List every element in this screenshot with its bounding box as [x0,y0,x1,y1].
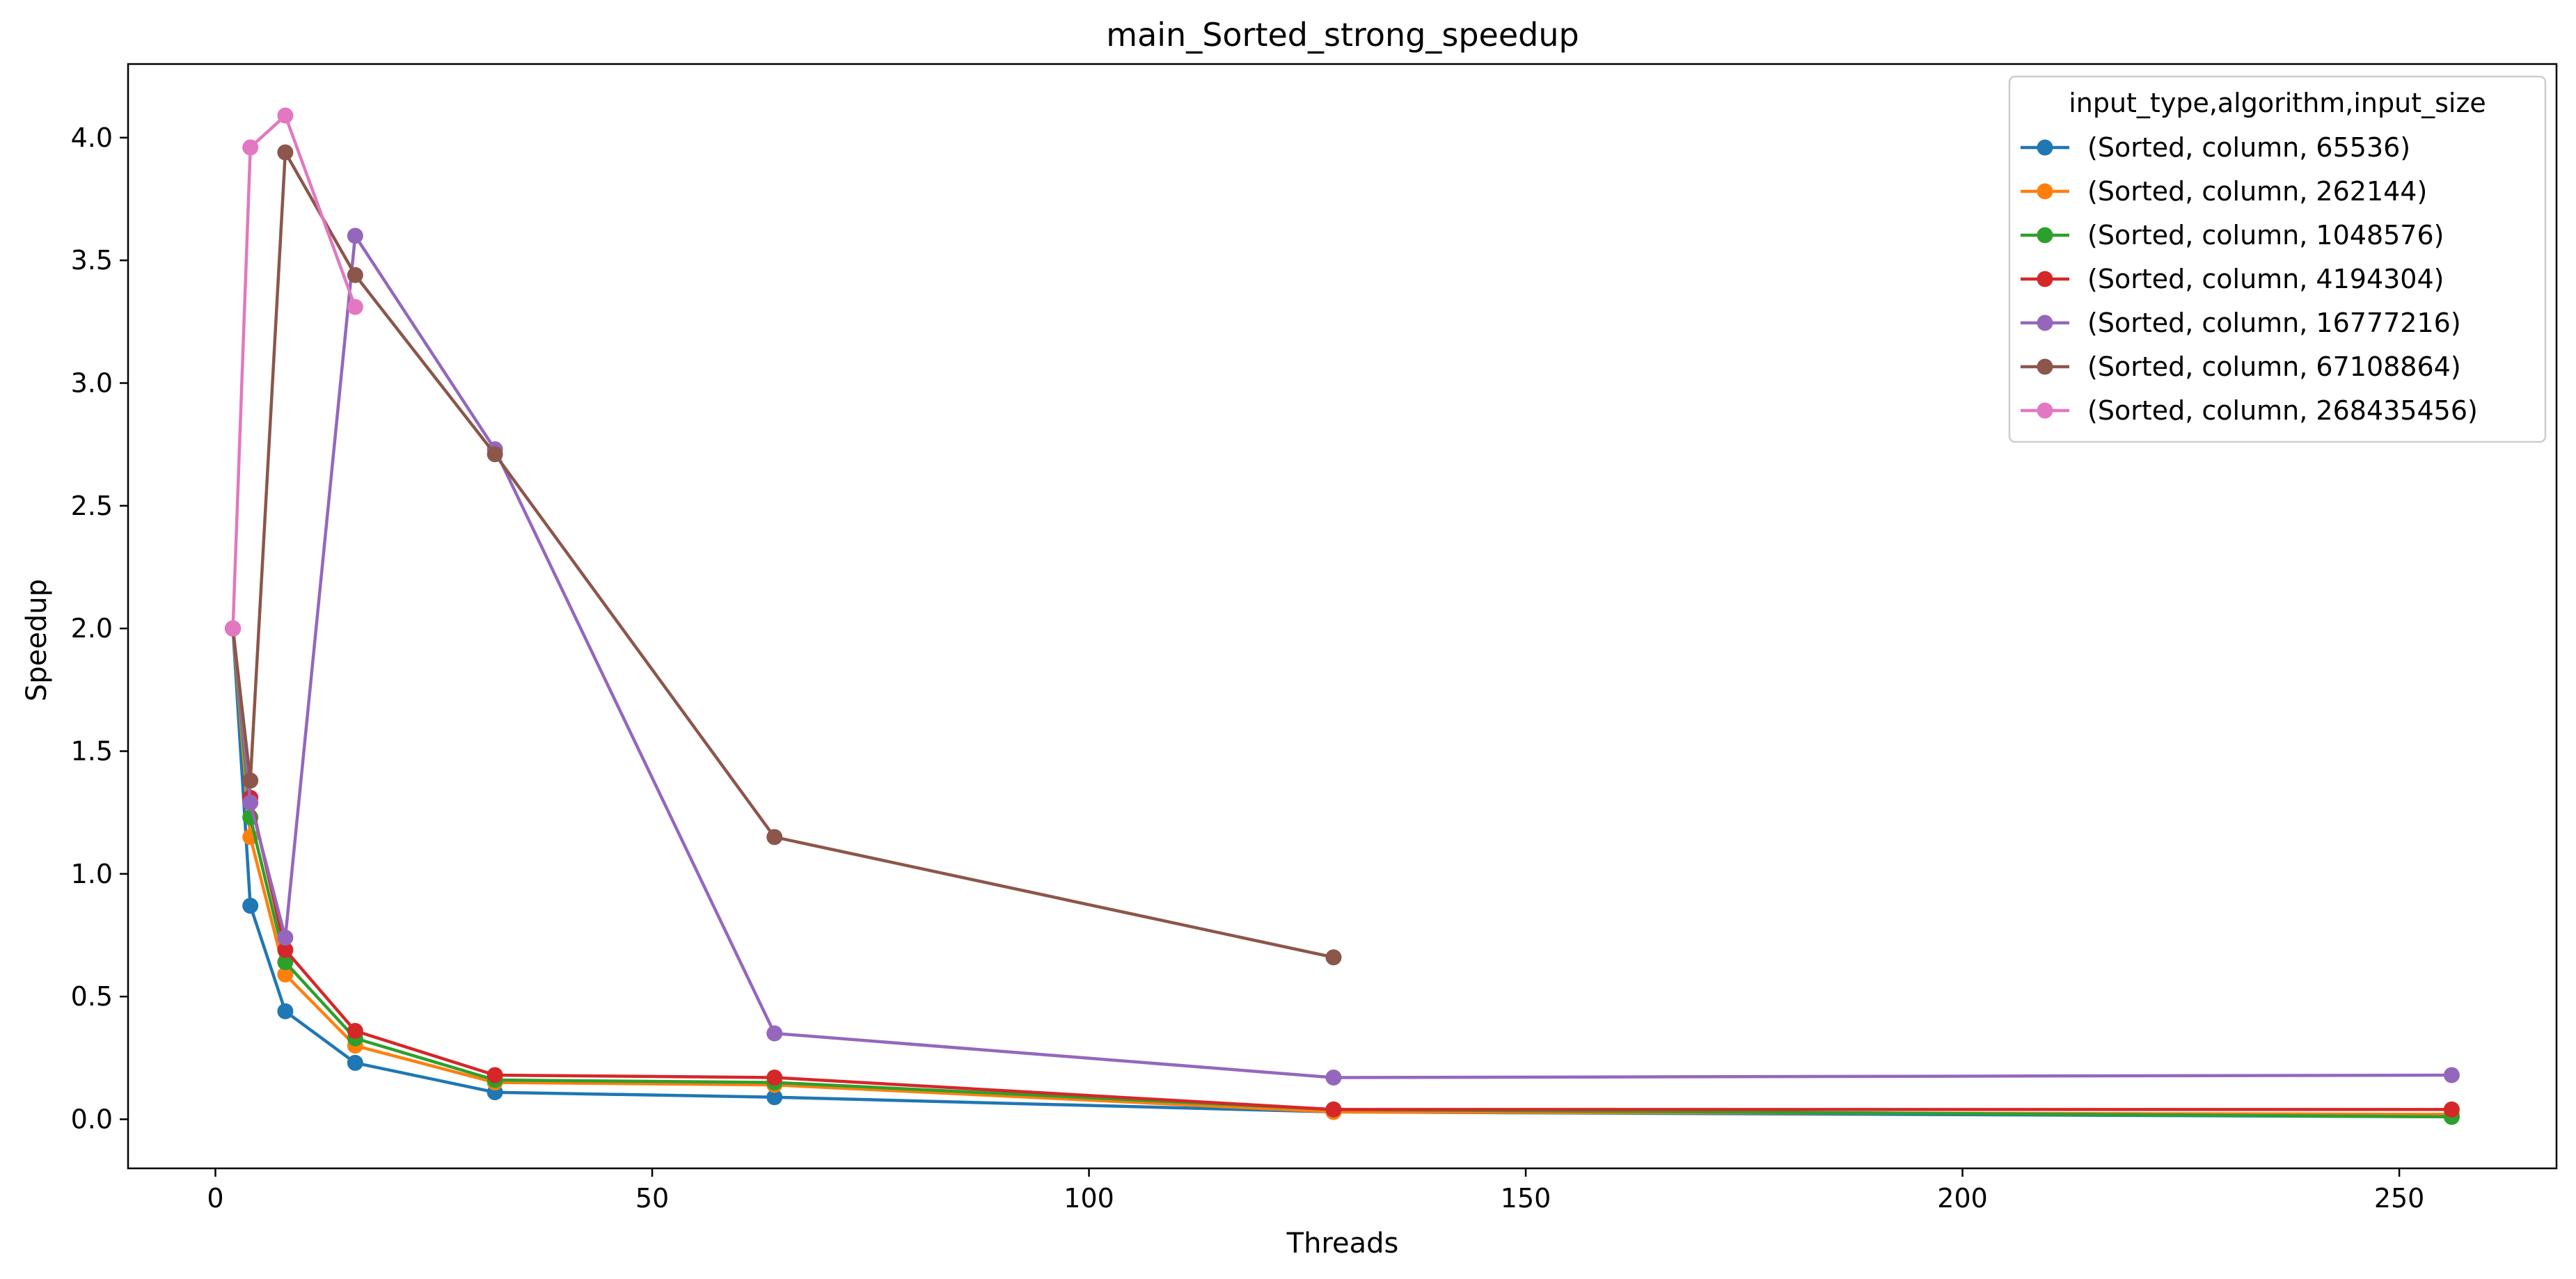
legend-swatch-marker [2037,184,2053,200]
legend-label: (Sorted, column, 65536) [2087,132,2410,163]
data-point [766,829,782,845]
x-tick-label: 100 [1064,1183,1114,1214]
series-line [233,628,2452,1109]
data-point [1325,1070,1341,1086]
legend-swatch-marker [2037,228,2053,244]
x-axis-label: Threads [1286,1228,1399,1260]
legend-label: (Sorted, column, 16777216) [2087,308,2461,338]
legend-swatch-marker [2037,271,2053,287]
data-point [2444,1102,2460,1118]
series-2 [225,621,2460,1122]
data-point [1325,949,1341,965]
data-point [225,621,241,637]
data-point [347,299,363,315]
data-point [487,446,503,462]
x-tick-label: 200 [1937,1183,1988,1214]
data-point [766,1026,782,1042]
legend-swatch-marker [2037,403,2053,419]
y-axis-label: Speedup [21,579,53,701]
data-point [242,772,258,788]
y-tick-label: 1.0 [71,859,113,889]
y-tick-label: 1.5 [71,736,113,766]
legend: input_type,algorithm,input_size (Sorted, … [2009,77,2545,442]
data-point [2444,1067,2460,1083]
data-point [242,898,258,914]
data-point [242,795,258,811]
data-point [242,139,258,155]
legend-swatch-marker [2037,315,2053,331]
series-line [233,628,2452,1117]
data-point [277,144,293,160]
legend-swatch-marker [2037,140,2053,156]
series-line [233,628,2452,1114]
y-tick-label: 0.0 [71,1104,113,1134]
y-axis: 0.0 0.5 1.0 1.5 2.0 2.5 3.0 3.5 4.0 [71,122,128,1135]
legend-label: (Sorted, column, 268435456) [2087,395,2478,426]
legend-title: input_type,algorithm,input_size [2069,88,2486,118]
series-3 [225,621,2460,1125]
x-tick-label: 250 [2374,1183,2425,1214]
legend-item: (Sorted, column, 268435456) [2021,395,2478,426]
y-tick-label: 3.5 [71,245,113,276]
data-point [347,267,363,283]
y-tick-label: 2.5 [71,491,113,521]
data-point [766,1070,782,1086]
x-tick-label: 0 [207,1183,223,1214]
data-point [1325,1102,1341,1118]
y-tick-label: 0.5 [71,981,113,1012]
series-6 [225,144,1341,965]
data-point [277,1003,293,1019]
legend-swatch-marker [2037,359,2053,375]
data-point [487,1067,503,1083]
legend-box [2009,77,2545,442]
chart-title: main_Sorted_strong_speedup [1106,16,1579,54]
y-tick-label: 2.0 [71,613,113,644]
y-tick-label: 3.0 [71,367,113,398]
series-line [233,628,2452,1117]
y-tick-label: 4.0 [71,122,113,153]
data-point [347,1055,363,1071]
legend-label: (Sorted, column, 4194304) [2087,264,2444,294]
data-point [347,228,363,244]
series-4 [225,621,2460,1118]
legend-label: (Sorted, column, 1048576) [2087,220,2444,251]
data-point [347,1023,363,1039]
x-tick-label: 150 [1501,1183,1551,1214]
series-line [233,152,1334,958]
series-line [233,116,356,628]
data-point [277,108,293,124]
legend-label: (Sorted, column, 262144) [2087,176,2427,207]
x-tick-label: 50 [635,1183,669,1214]
legend-label: (Sorted, column, 67108864) [2087,351,2461,382]
x-axis: 0 50 100 150 200 250 [207,1168,2424,1214]
data-point [277,930,293,946]
series-1 [225,621,2460,1125]
